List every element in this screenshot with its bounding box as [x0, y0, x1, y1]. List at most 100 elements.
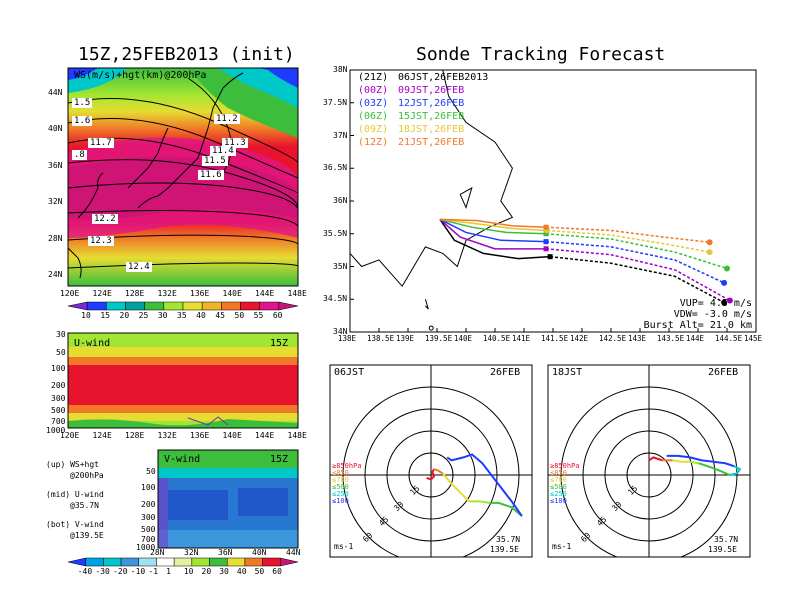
track-mark-1: [543, 246, 549, 252]
legend-code: (12Z): [358, 137, 389, 148]
track-x-tick: 141.5E: [541, 334, 569, 343]
hodo-trace-1: [433, 468, 444, 475]
track-y-tick: 37.5N: [323, 97, 348, 107]
v-wind-x-tick: 44N: [286, 548, 301, 557]
track-y-tick: 34N: [333, 327, 348, 336]
track-dashed-1: [545, 248, 731, 302]
u-wind-panel: [67, 332, 299, 429]
contour-label: 12.3: [88, 236, 114, 246]
u-wind-x-tick: 128E: [125, 431, 145, 440]
contour-label: 11.3: [222, 138, 248, 148]
ws-y-tick: 40N: [48, 124, 63, 133]
note-sub: @200hPa: [70, 471, 104, 480]
note-sub: @139.5E: [70, 531, 104, 540]
u-wind-x-tick: 120E: [60, 431, 80, 440]
v-wind-y-tick: 500: [141, 525, 156, 534]
track-x-tick: 144.5E: [715, 334, 743, 343]
hodo-level: ≤500: [332, 483, 349, 491]
ws-map-panel: [67, 67, 299, 287]
track-y-tick: 37N: [333, 130, 348, 140]
hodo-title-left: 06JST: [334, 367, 365, 378]
track-x-tick: 141E: [512, 334, 531, 343]
track-solid-1: [439, 218, 547, 250]
track-mark-4: [544, 227, 550, 233]
track-mark-3: [543, 231, 549, 237]
ws-colorbar-swatch: [106, 301, 126, 311]
u-wind-y-tick: 30: [56, 330, 66, 339]
hodo-title-right: 26FEB: [490, 367, 521, 378]
ws-y-tick: 28N: [48, 233, 63, 243]
v-colorbar-swatch: [191, 557, 210, 567]
v-wind-y-tick: 200: [141, 500, 156, 509]
v-colorbar-swatch: [209, 557, 228, 567]
hodo-level: ≤500: [550, 483, 567, 491]
ws-colorbar-tick: 40: [196, 311, 206, 320]
legend-time: 15JST,26FEB: [398, 111, 465, 122]
legend-code: (03Z): [358, 98, 389, 109]
track-end-4: [706, 249, 713, 256]
v-wind-time: 15Z: [270, 454, 289, 465]
u-wind-y-tick: 500: [51, 406, 66, 415]
ws-colorbar-tick: 45: [215, 311, 225, 320]
track-solid-0: [439, 218, 551, 260]
hodo-level: ≤250: [332, 490, 349, 498]
contour-label: 11.4: [210, 146, 236, 156]
track-info-line: VDW= -3.0 m/s: [673, 309, 752, 320]
track-dashed-5: [546, 226, 710, 244]
right-title: Sonde Tracking Forecast: [416, 44, 666, 65]
u-wind-y-tick: 100: [51, 364, 66, 373]
track-solid-2: [439, 218, 547, 243]
hodograph-panel-2: [547, 364, 751, 558]
ws-x-tick: 144E: [255, 289, 275, 298]
legend-time: 06JST,26FEB2013: [398, 72, 489, 83]
track-mark-5: [543, 224, 549, 230]
v-colorbar-swatch: [156, 557, 175, 567]
ws-x-tick: 148E: [287, 289, 307, 298]
ws-map-title: WS(m/s)+hgt(km)@200hPa: [74, 70, 207, 81]
u-wind-x-tick: 136E: [190, 431, 210, 440]
v-wind-y-tick: 100: [141, 483, 156, 492]
contour-label: 12.4: [126, 262, 152, 272]
track-end-5: [706, 239, 713, 246]
track-dashed-0: [550, 255, 725, 304]
legend-code: (09Z): [358, 124, 389, 135]
ws-colorbar-tick: 35: [177, 311, 187, 320]
contour-label: .8: [72, 150, 87, 160]
hodo-unit: ms-1: [552, 542, 572, 551]
v-wind-y-tick: 300: [141, 513, 156, 522]
hodo-level: ≤100: [332, 497, 349, 505]
hodo-frame: [547, 364, 751, 558]
v-colorbar-swatch: [67, 557, 86, 567]
ws-colorbar-swatch: [278, 301, 299, 311]
hodo-level: ≤850: [332, 469, 349, 477]
v-wind-y-tick: 50: [146, 467, 156, 476]
coastline: [349, 69, 514, 287]
legend-code: (00Z): [358, 85, 389, 96]
note-label: (up) WS+hgt: [46, 460, 99, 469]
track-x-tick: 139E: [396, 334, 415, 343]
track-end-2: [721, 279, 728, 286]
v-wind-x-tick: 28N: [150, 548, 165, 557]
track-y-tick: 35N: [333, 261, 348, 271]
ws-colorbar-swatch: [259, 301, 280, 311]
track-info-line: Burst Alt= 21.0 km: [643, 320, 752, 331]
ws-colorbar-swatch: [67, 301, 88, 311]
island-outline: [424, 299, 429, 310]
u-wind-x-tick: 148E: [287, 431, 307, 440]
v-colorbar-tick: 60: [272, 567, 282, 576]
track-mark-2: [543, 239, 549, 245]
ws-colorbar-swatch: [86, 301, 107, 311]
hodo-trace-5: [729, 465, 742, 476]
u-wind-x-tick: 144E: [255, 431, 275, 440]
hodo-trace-0: [648, 456, 663, 462]
contour-label: 11.2: [214, 114, 240, 124]
ws-colorbar-tick: 60: [272, 311, 283, 320]
ws-y-tick: 32N: [48, 197, 63, 206]
hodo-lat: 35.7N: [714, 535, 739, 544]
ws-x-tick: 136E: [190, 289, 210, 298]
track-dashed-2: [545, 240, 725, 284]
v-colorbar-tick: -10: [130, 567, 146, 576]
legend-time: 18JST,26FEB: [398, 124, 465, 135]
track-end-0: [721, 299, 728, 306]
ws-colorbar-swatch: [201, 301, 222, 311]
